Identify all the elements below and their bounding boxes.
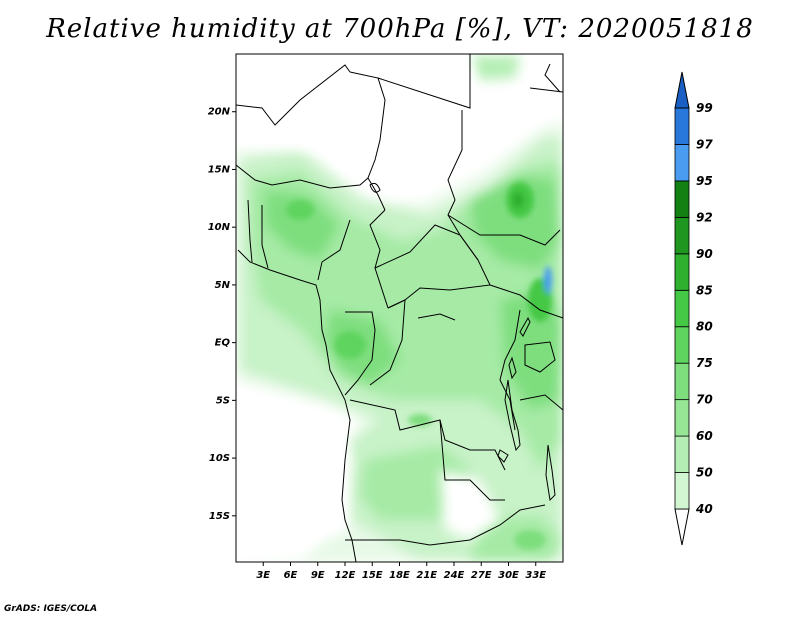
colorbar-segment (674, 326, 690, 364)
colorbar-label: 95 (696, 174, 713, 188)
field-peak-85d (286, 200, 314, 220)
field-band-70e (360, 445, 470, 520)
lon-tick-label: 12E (335, 570, 356, 581)
lake-chad (369, 182, 381, 193)
lon-tick-label: 24E (444, 570, 465, 581)
border-tanzania (519, 394, 563, 411)
dry-patches (236, 54, 500, 562)
colorbar-label: 50 (696, 466, 713, 480)
lat-tick-label: 5S (216, 395, 230, 406)
colorbar-label: 60 (696, 429, 713, 443)
lat-tick-label: 15N (208, 164, 231, 175)
border-benin (247, 199, 253, 263)
border-nigeria-niger (236, 164, 369, 189)
dry-patch-south (440, 470, 500, 540)
field-peak-85c (334, 331, 366, 359)
colorbar-segment (674, 289, 690, 328)
colorbar-label: 97 (696, 137, 713, 151)
colorbar-segment (674, 362, 690, 401)
coastline-east (529, 87, 563, 93)
lake-tanganyika (504, 379, 521, 452)
lon-tick-label: 6E (284, 570, 298, 581)
field-band-80d (500, 290, 563, 410)
lon-tick-label: 30E (498, 570, 519, 581)
border-angola-namibia (345, 539, 471, 546)
colorbar-segment (674, 253, 690, 291)
border-west-nigeria (261, 205, 269, 269)
border-car (374, 224, 491, 309)
field-band-80c (470, 175, 560, 270)
border-zambia-zimbabwe (469, 504, 546, 541)
lon-tick-label: 3E (256, 570, 270, 581)
humidity-field (236, 54, 563, 562)
border-sudan-southsudan (447, 214, 561, 246)
lon-tick-label: 9E (311, 570, 325, 581)
field-peak-90a (512, 192, 524, 208)
field-peak-80e (408, 414, 432, 426)
coastline-west (237, 249, 357, 562)
field-band-70g (470, 56, 520, 80)
river-congo (417, 313, 456, 321)
field-peak-95a (544, 266, 552, 294)
border-niger-mali (236, 64, 351, 126)
lat-axis: 20N 15N 10N 5N EQ 5S 10S 15S (208, 107, 236, 522)
colorbar-label: 99 (696, 101, 713, 115)
lat-tick-label: 15S (209, 511, 230, 522)
lake-mweru (497, 449, 509, 463)
colorbar-upper-arrow (674, 71, 690, 109)
humidity-field-shading (236, 56, 563, 562)
colorbar-label: 90 (696, 247, 713, 261)
border-cameroon-chad (369, 209, 389, 309)
colorbar-segment (674, 472, 690, 510)
colorbar-segment (674, 399, 690, 437)
lon-tick-label: 33E (525, 570, 546, 581)
border-southsudan-drc (489, 284, 563, 319)
colorbar-label: 92 (696, 210, 713, 224)
lat-tick-label: 10N (208, 222, 231, 233)
lon-tick-label: 21E (416, 570, 437, 581)
lat-tick-label: 10S (209, 453, 230, 464)
colorbar-label: 70 (696, 393, 713, 407)
lon-tick-label: 27E (471, 570, 492, 581)
border-angola-zambia (439, 419, 505, 501)
country-boundaries (236, 54, 563, 562)
field-band-80 (265, 190, 340, 260)
colorbar-label: 80 (696, 320, 713, 334)
field-peak-80f (514, 530, 546, 550)
lon-tick-label: 15E (362, 570, 383, 581)
border-libya-chad (377, 54, 471, 109)
lat-tick-label: 5N (215, 280, 231, 291)
colorbar-label: 75 (696, 356, 713, 370)
border-congo-gabon (344, 311, 376, 396)
colorbar: 40 50 60 70 75 80 85 90 92 95 97 99 (674, 71, 713, 546)
lake-victoria (524, 341, 556, 373)
lon-axis: 3E 6E 9E 12E 15E 18E 21E 24E 27E 30E 33E (256, 562, 546, 581)
colorbar-segment (674, 435, 690, 473)
lake-albert (519, 316, 531, 337)
border-nigeria-cameroon (317, 219, 351, 281)
nile-east (544, 63, 561, 93)
lat-tick-label: EQ (215, 338, 231, 349)
lat-tick-label: 20N (208, 107, 231, 118)
colorbar-segment (674, 107, 690, 145)
lon-tick-label: 18E (389, 570, 410, 581)
border-drc-angola (349, 399, 506, 471)
grads-credit: GrADS: IGES/COLA (4, 604, 98, 614)
lake-malawi (545, 444, 556, 502)
colorbar-segment (674, 216, 690, 255)
colorbar-lower-arrow (674, 508, 690, 546)
chart-title: Relative humidity at 700hPa [%], VT: 202… (46, 14, 754, 44)
colorbar-label: 85 (696, 283, 713, 297)
dry-patch-sahara (236, 54, 470, 200)
dry-patch-southwest (236, 410, 350, 562)
colorbar-segment (674, 144, 690, 182)
lake-kivu (508, 356, 517, 380)
colorbar-segment (674, 180, 690, 218)
colorbar-label: 40 (695, 502, 713, 516)
border-congo-drc (369, 299, 406, 386)
